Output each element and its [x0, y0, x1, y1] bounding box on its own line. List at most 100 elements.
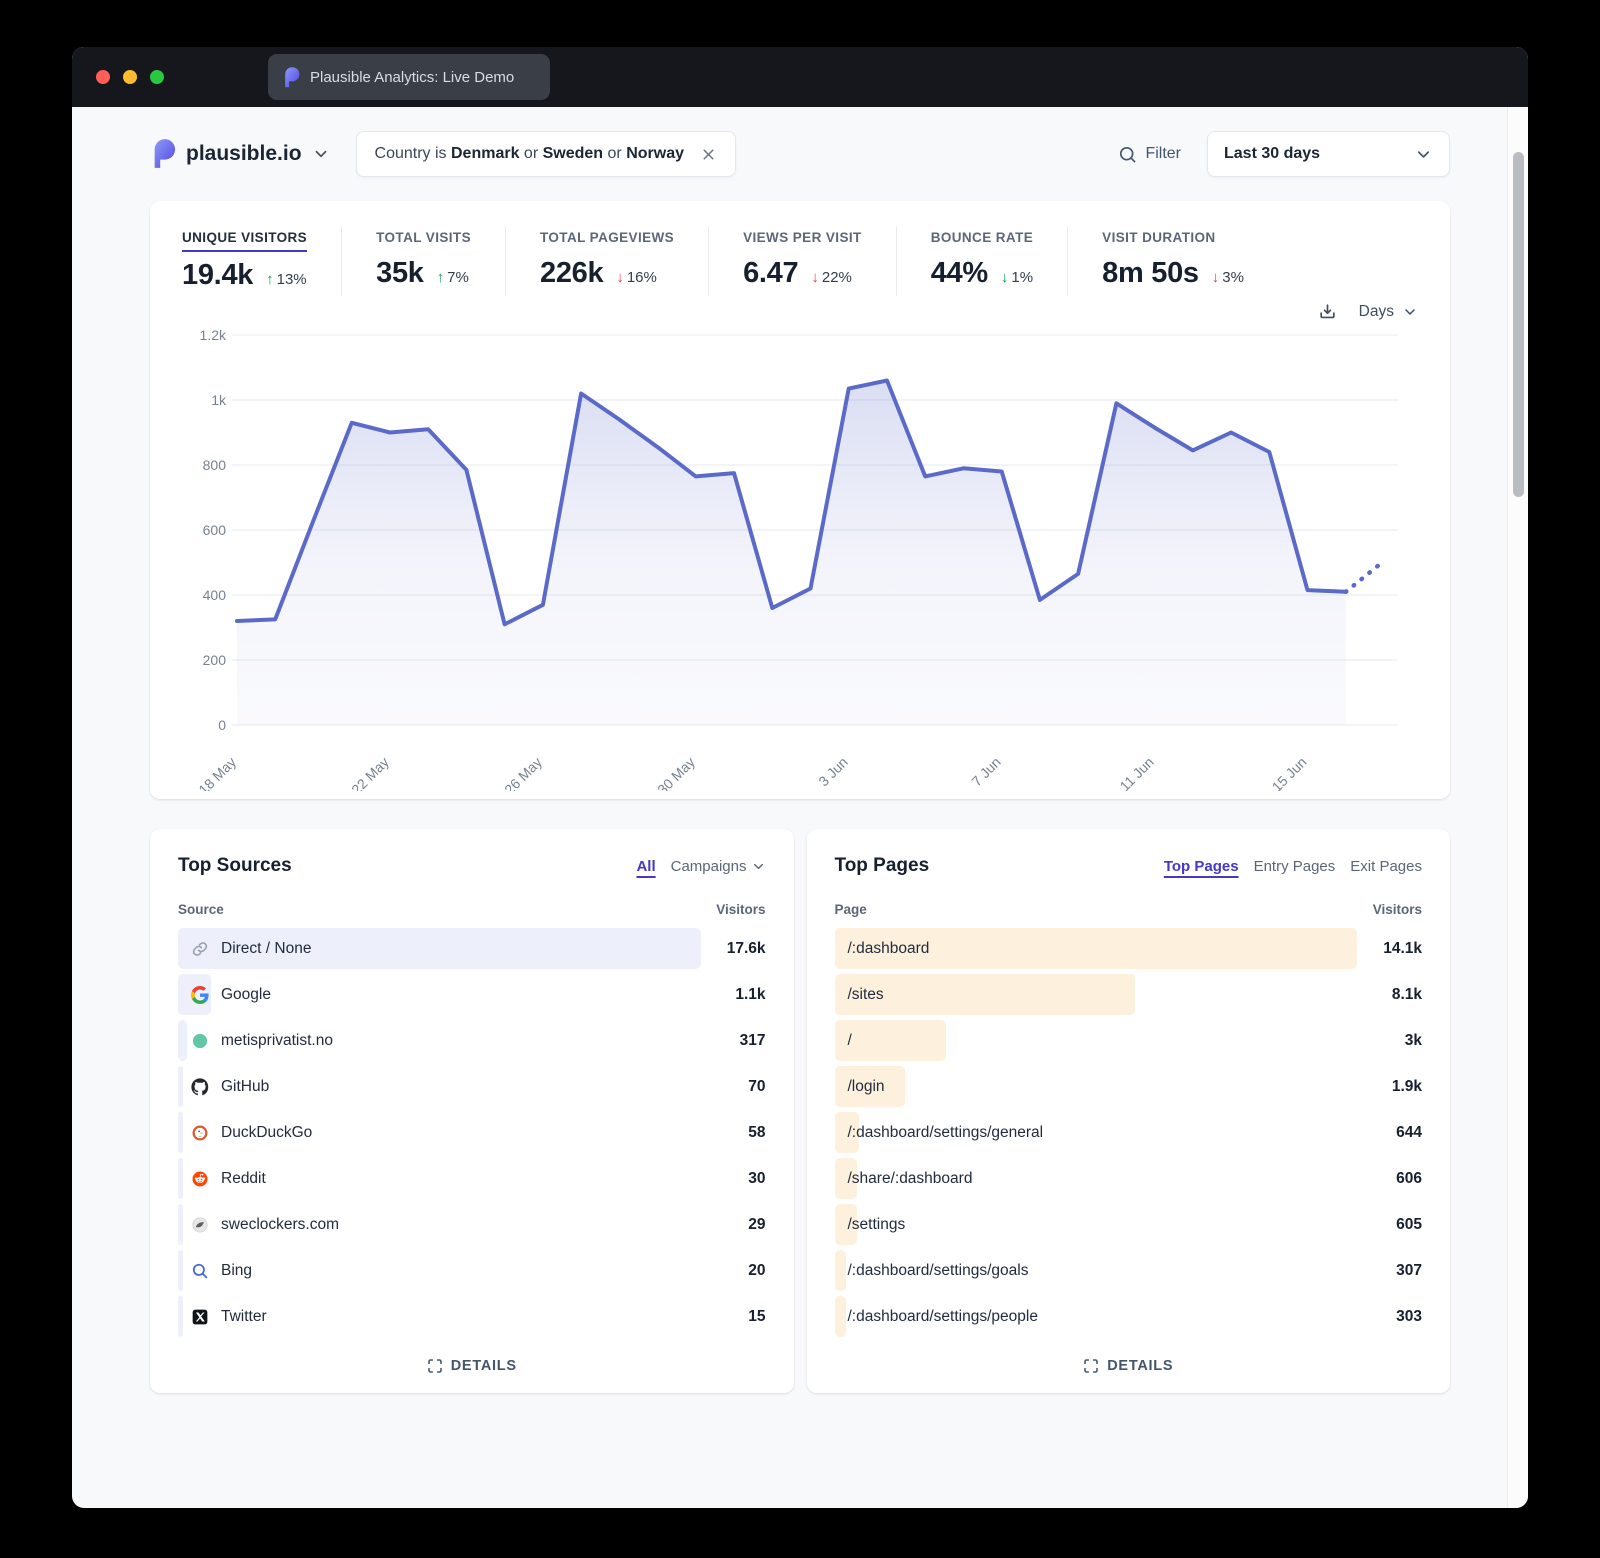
page-row-dashboard[interactable]: /:dashboard 14.1k — [834, 928, 1422, 969]
source-row-sweclockers-com[interactable]: sweclockers.com 29 — [178, 1204, 766, 1245]
row-visitors: 317 — [739, 1031, 766, 1049]
reddit-icon — [191, 1170, 209, 1188]
sources-details-button[interactable]: DETAILS — [421, 1357, 523, 1375]
remove-filter-icon[interactable] — [700, 146, 717, 163]
sweclockers-icon — [191, 1216, 209, 1234]
svg-text:600: 600 — [203, 522, 227, 538]
pages-details-button[interactable]: DETAILS — [1077, 1357, 1179, 1375]
row-label[interactable]: GitHub — [221, 1077, 270, 1095]
top-sources-title: Top Sources — [178, 855, 292, 876]
stat-views-per-visit[interactable]: VIEWS PER VISIT 6.47 ↓ 22% — [708, 227, 896, 296]
filter-button[interactable]: Filter — [1118, 145, 1181, 164]
row-label[interactable]: /login — [847, 1077, 885, 1095]
tab-entry-pages[interactable]: Entry Pages — [1253, 857, 1336, 875]
source-row-duckduckgo[interactable]: DuckDuckGo 58 — [178, 1112, 766, 1153]
interval-select[interactable]: Days — [1359, 303, 1418, 321]
row-label[interactable]: /settings — [847, 1215, 906, 1233]
row-visitors: 29 — [748, 1215, 766, 1233]
svg-text:800: 800 — [203, 457, 227, 473]
column-header-visitors: Visitors — [716, 902, 766, 917]
zoom-button[interactable] — [150, 70, 164, 84]
row-label[interactable]: Twitter — [221, 1307, 267, 1325]
github-icon — [191, 1077, 209, 1096]
stat-unique-visitors[interactable]: UNIQUE VISITORS 19.4k ↑ 13% — [182, 227, 341, 298]
source-row-bing[interactable]: Bing 20 — [178, 1250, 766, 1291]
page-row-dashboard-settings-people[interactable]: /:dashboard/settings/people 303 — [834, 1296, 1422, 1337]
row-label[interactable]: /sites — [847, 985, 884, 1003]
stat-label: BOUNCE RATE — [930, 230, 1034, 245]
page-row-login[interactable]: /login 1.9k — [834, 1066, 1422, 1107]
row-label[interactable]: /share/:dashboard — [847, 1169, 973, 1187]
row-bar — [834, 1112, 859, 1153]
row-label[interactable]: /:dashboard/settings/general — [847, 1123, 1044, 1141]
row-visitors: 303 — [1396, 1307, 1422, 1325]
row-bar — [834, 928, 1358, 969]
svg-text:15 Jun: 15 Jun — [1269, 754, 1310, 791]
source-row-github[interactable]: GitHub 70 — [178, 1066, 766, 1107]
tab-exit-pages[interactable]: Exit Pages — [1350, 857, 1422, 875]
page-row-dashboard-settings-goals[interactable]: /:dashboard/settings/goals 307 — [834, 1250, 1422, 1291]
page-row-dashboard-settings-general[interactable]: /:dashboard/settings/general 644 — [834, 1112, 1422, 1153]
source-row-google[interactable]: Google 1.1k — [178, 974, 766, 1015]
row-label[interactable]: /:dashboard/settings/goals — [847, 1261, 1029, 1279]
maximize-icon — [1083, 1358, 1099, 1374]
stat-visit-duration[interactable]: VISIT DURATION 8m 50s ↓ 3% — [1067, 227, 1278, 296]
row-label[interactable]: Reddit — [221, 1169, 266, 1187]
source-row-reddit[interactable]: Reddit 30 — [178, 1158, 766, 1199]
scrollbar-track[interactable] — [1507, 107, 1528, 1508]
stat-bounce-rate[interactable]: BOUNCE RATE 44% ↓ 1% — [895, 227, 1067, 296]
interval-value: Days — [1358, 302, 1394, 320]
row-visitors: 14.1k — [1383, 939, 1422, 957]
traffic-lights — [96, 70, 164, 84]
row-visitors: 307 — [1396, 1261, 1422, 1279]
row-label[interactable]: Google — [221, 985, 271, 1003]
row-bar — [178, 1066, 183, 1107]
page-row-settings[interactable]: /settings 605 — [834, 1204, 1422, 1245]
row-label[interactable]: DuckDuckGo — [221, 1123, 313, 1141]
stat-label: TOTAL VISITS — [376, 230, 471, 245]
trend-down-arrow-icon: ↓ — [1000, 269, 1009, 286]
stat-label: VIEWS PER VISIT — [743, 230, 862, 245]
top-pages-panel: Top Pages Top Pages Entry Pages Exit Pages P… — [806, 829, 1450, 1393]
tab-top-pages[interactable]: Top Pages — [1163, 857, 1239, 875]
page-row-share-dashboard[interactable]: /share/:dashboard 606 — [834, 1158, 1422, 1199]
row-label[interactable]: sweclockers.com — [221, 1215, 339, 1233]
svg-text:0: 0 — [218, 717, 226, 733]
tab-campaigns[interactable]: Campaigns — [671, 858, 766, 875]
download-icon[interactable] — [1318, 302, 1337, 321]
row-visitors: 644 — [1396, 1123, 1422, 1141]
row-label[interactable]: metisprivatist.no — [221, 1031, 333, 1049]
link-icon — [191, 940, 209, 958]
row-visitors: 8.1k — [1391, 985, 1422, 1003]
page-row-root[interactable]: / 3k — [834, 1020, 1422, 1061]
scrollbar-thumb[interactable] — [1513, 152, 1524, 497]
row-label[interactable]: Direct / None — [221, 939, 312, 957]
country-filter-pill[interactable]: Country is Denmark or Sweden or Norway — [355, 131, 736, 177]
tab-all[interactable]: All — [636, 857, 656, 875]
row-label[interactable]: Bing — [221, 1261, 253, 1279]
page-row-sites[interactable]: /sites 8.1k — [834, 974, 1422, 1015]
stat-label: VISIT DURATION — [1102, 230, 1216, 245]
close-button[interactable] — [96, 70, 110, 84]
date-range-select[interactable]: Last 30 days — [1207, 131, 1450, 177]
twitter-icon — [191, 1308, 209, 1326]
stat-total-visits[interactable]: TOTAL VISITS 35k ↑ 7% — [341, 227, 505, 296]
details-label: DETAILS — [450, 1358, 517, 1374]
source-row-twitter[interactable]: Twitter 15 — [178, 1296, 766, 1337]
svg-text:7 Jun: 7 Jun — [968, 754, 1004, 790]
stat-total-pageviews[interactable]: TOTAL PAGEVIEWS 226k ↓ 16% — [504, 227, 708, 296]
visitors-chart[interactable]: 0 200 400 600 800 1k 1.2k 18 May 22 May 26 May 30 … — [182, 321, 1398, 791]
dashboard-header: plausible.io Country is Denmark or Swede… — [150, 131, 1450, 177]
site-picker[interactable]: plausible.io — [150, 139, 330, 169]
row-label[interactable]: / — [847, 1031, 852, 1049]
source-row-direct-none[interactable]: Direct / None 17.6k — [178, 928, 766, 969]
row-bar — [834, 1158, 857, 1199]
source-row-metisprivatist-no[interactable]: metisprivatist.no 317 — [178, 1020, 766, 1061]
stat-change: ↑ 13% — [266, 271, 307, 288]
row-bar — [834, 1020, 946, 1061]
svg-text:30 May: 30 May — [654, 754, 698, 791]
minimize-button[interactable] — [123, 70, 137, 84]
browser-tab[interactable]: Plausible Analytics: Live Demo — [268, 54, 550, 100]
row-label[interactable]: /:dashboard — [847, 939, 930, 957]
row-label[interactable]: /:dashboard/settings/people — [847, 1307, 1038, 1325]
